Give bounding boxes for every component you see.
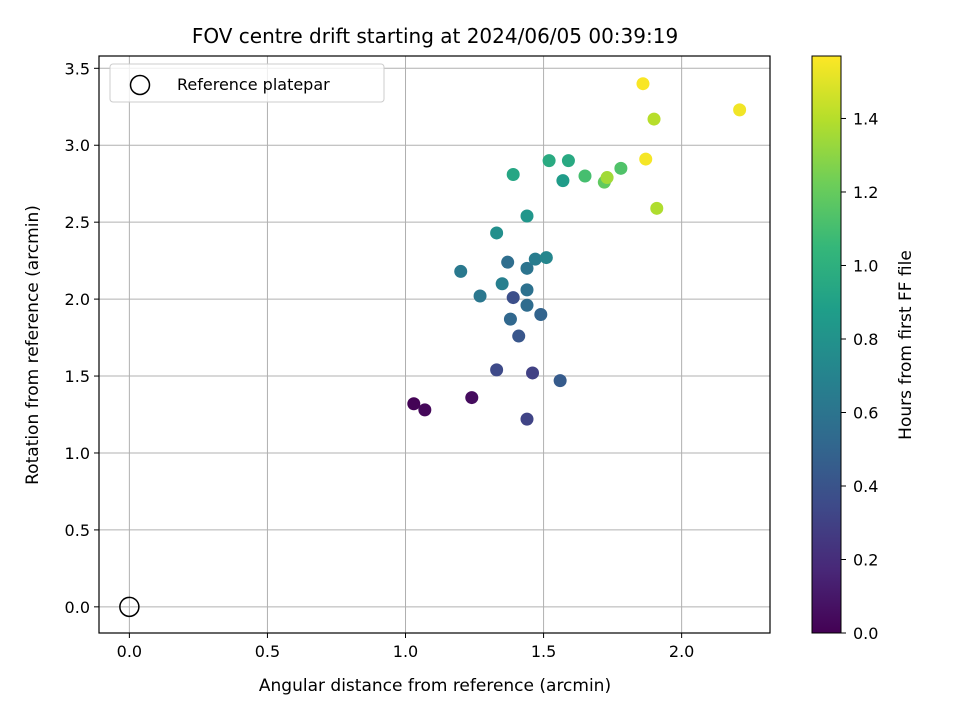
data-point xyxy=(542,154,556,168)
legend-entry-reference: Reference platepar xyxy=(177,75,330,94)
data-point xyxy=(600,171,614,185)
data-point xyxy=(501,255,515,269)
data-point xyxy=(553,374,567,388)
y-tick-label: 3.0 xyxy=(65,136,90,155)
x-tick-label: 0.0 xyxy=(117,642,142,661)
data-point xyxy=(534,307,548,321)
data-point xyxy=(647,112,661,126)
chart-title: FOV centre drift starting at 2024/06/05 … xyxy=(192,24,678,48)
colorbar-tick-label: 0.6 xyxy=(853,403,878,422)
colorbar-frame xyxy=(811,55,842,634)
data-point xyxy=(520,412,534,426)
colorbar-tick-label: 0.2 xyxy=(853,550,878,569)
plot-frame xyxy=(98,55,771,634)
data-point xyxy=(636,77,650,91)
data-point xyxy=(526,366,540,380)
legend-box xyxy=(109,63,385,103)
reference-marker-layer xyxy=(119,596,140,618)
data-point xyxy=(418,403,432,417)
y-axis-ticks: 0.0 0.5 1.0 1.5 2.0 2.5 3.0 3.5 xyxy=(65,59,99,617)
data-point xyxy=(650,201,664,215)
x-tick-label: 1.5 xyxy=(531,642,556,661)
data-point xyxy=(614,161,628,175)
y-tick-label: 0.0 xyxy=(65,598,90,617)
data-point xyxy=(520,261,534,275)
y-tick-label: 0.5 xyxy=(65,521,90,540)
data-point xyxy=(506,167,520,181)
colorbar-label: Hours from first FF file xyxy=(896,250,916,440)
x-axis-ticks: 0.0 0.5 1.0 1.5 2.0 xyxy=(117,633,694,661)
y-tick-label: 3.5 xyxy=(65,59,90,78)
data-point xyxy=(490,363,504,377)
colorbar-tick-label: 0.8 xyxy=(853,330,878,349)
data-point xyxy=(503,312,517,326)
y-tick-label: 1.0 xyxy=(65,444,90,463)
x-axis-label: Angular distance from reference (arcmin) xyxy=(259,676,611,696)
data-point xyxy=(490,226,504,240)
data-point xyxy=(556,174,570,188)
y-axis-label: Rotation from reference (arcmin) xyxy=(23,205,43,485)
x-tick-label: 2.0 xyxy=(669,642,694,661)
grid xyxy=(99,56,770,633)
data-points xyxy=(407,77,747,426)
data-point xyxy=(733,103,747,117)
data-point xyxy=(407,397,421,411)
x-tick-label: 1.0 xyxy=(393,642,418,661)
x-tick-label: 0.5 xyxy=(255,642,280,661)
colorbar-tick-label: 1.4 xyxy=(853,109,878,128)
colorbar-tick-label: 0.4 xyxy=(853,477,878,496)
legend: Reference platepar xyxy=(109,63,385,103)
data-point xyxy=(578,169,592,183)
colorbar-tick-label: 1.2 xyxy=(853,183,878,202)
colorbar-tick-label: 1.0 xyxy=(853,256,878,275)
y-tick-label: 1.5 xyxy=(65,367,90,386)
data-point xyxy=(454,264,468,278)
data-point xyxy=(506,291,520,305)
colorbar-tick-label: 0.0 xyxy=(853,624,878,643)
colorbar: 0.0 0.2 0.4 0.6 0.8 1.0 1.2 1.4 Hours from firs… xyxy=(811,55,916,643)
y-tick-label: 2.5 xyxy=(65,213,90,232)
data-point xyxy=(512,329,526,343)
data-point xyxy=(520,283,534,297)
data-point xyxy=(495,277,509,291)
data-point xyxy=(539,251,553,265)
colorbar-gradient xyxy=(812,56,841,633)
data-point xyxy=(561,154,575,168)
data-point xyxy=(528,252,542,266)
data-point xyxy=(473,289,487,303)
data-point xyxy=(465,391,479,405)
data-point xyxy=(520,209,534,223)
data-point xyxy=(639,152,653,166)
reference-platepar-marker xyxy=(119,596,140,618)
data-point xyxy=(520,298,534,312)
y-tick-label: 2.0 xyxy=(65,290,90,309)
colorbar-ticks: 0.0 0.2 0.4 0.6 0.8 1.0 1.2 1.4 xyxy=(841,109,878,643)
legend-reference-marker xyxy=(129,74,151,96)
